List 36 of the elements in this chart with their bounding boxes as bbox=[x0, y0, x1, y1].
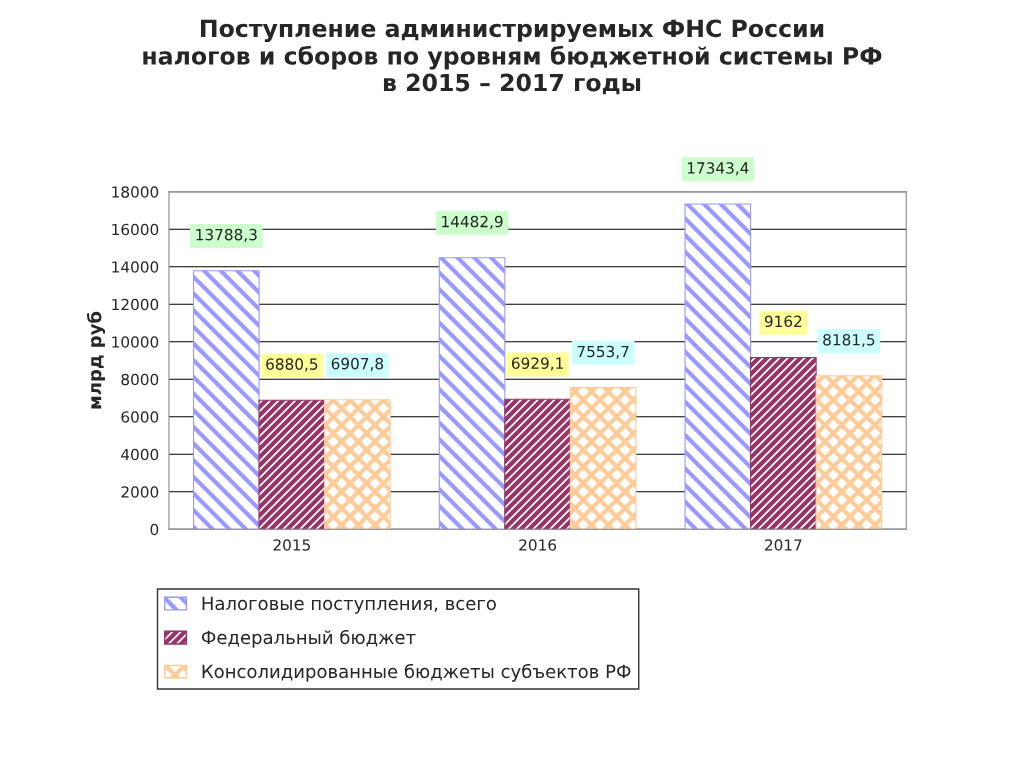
legend-label: Консолидированные бюджеты субъектов РФ bbox=[202, 663, 631, 682]
y-tick-label: 2000 bbox=[121, 486, 159, 498]
y-tick-label: 16000 bbox=[112, 223, 159, 236]
y-tick-label: 14000 bbox=[112, 261, 159, 273]
legend-label: Налоговые поступления, всего bbox=[202, 596, 496, 614]
x-tick-label: 2017 bbox=[765, 539, 802, 551]
data-label: 8181,5 bbox=[823, 333, 875, 348]
bar bbox=[684, 203, 752, 530]
data-label: 6929,1 bbox=[511, 357, 563, 371]
bar bbox=[815, 375, 883, 530]
bar bbox=[258, 399, 326, 530]
chart-title: Поступление администрируемых ФНС России налогов и сборов по уровням бюджетной системы РФ в 2015 – 2017 годы bbox=[143, 19, 882, 95]
data-label: 6880,5 bbox=[266, 358, 318, 372]
bar bbox=[750, 356, 817, 530]
y-tick-label: 10000 bbox=[112, 336, 159, 348]
y-tick-label: 8000 bbox=[121, 373, 159, 386]
bar bbox=[192, 270, 260, 530]
bar bbox=[438, 257, 506, 530]
x-tick-label: 2016 bbox=[519, 539, 557, 551]
y-tick-label: 0 bbox=[150, 523, 159, 536]
data-label: 7553,7 bbox=[577, 345, 629, 359]
y-axis-title: млрд руб bbox=[86, 311, 106, 409]
y-tick-label: 6000 bbox=[121, 411, 159, 423]
y-tick-label: 4000 bbox=[121, 448, 159, 461]
legend-label: Федеральный бюджет bbox=[201, 629, 416, 648]
data-label: 13788,3 bbox=[196, 228, 257, 242]
y-tick-label: 12000 bbox=[112, 298, 159, 311]
x-tick-label: 2015 bbox=[273, 539, 310, 551]
bar bbox=[569, 387, 637, 530]
bar bbox=[504, 398, 571, 530]
data-label: 14482,9 bbox=[442, 215, 503, 229]
data-label: 9162 bbox=[764, 315, 802, 328]
data-label: 6907,8 bbox=[331, 357, 384, 371]
data-label: 17343,4 bbox=[687, 162, 749, 176]
bar bbox=[324, 399, 391, 530]
y-tick-label: 18000 bbox=[112, 186, 159, 198]
